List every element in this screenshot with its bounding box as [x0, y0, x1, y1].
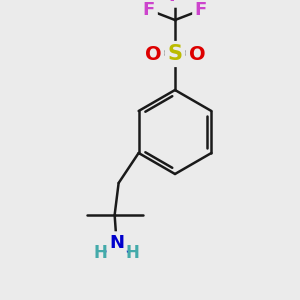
- Text: H: H: [126, 244, 140, 262]
- Text: O: O: [145, 44, 161, 64]
- Text: H: H: [94, 244, 108, 262]
- Text: F: F: [195, 1, 207, 19]
- Text: O: O: [189, 44, 205, 64]
- Text: N: N: [109, 234, 124, 252]
- Text: F: F: [169, 0, 181, 5]
- Text: F: F: [143, 1, 155, 19]
- Text: S: S: [167, 44, 182, 64]
